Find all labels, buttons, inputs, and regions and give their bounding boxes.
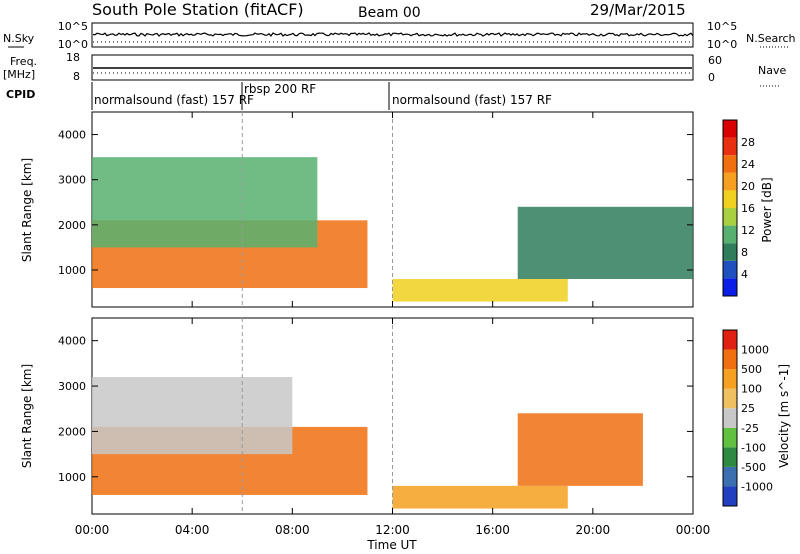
figure-title: South Pole Station (fitACF) — [92, 0, 304, 19]
colorbar-segment — [723, 225, 737, 244]
nave-tick-top: 60 — [708, 54, 722, 67]
nave-tick-bottom: 0 — [708, 71, 715, 84]
colorbar-tick-label: 4 — [741, 268, 748, 281]
nsearch-tick-bottom: 10^0 — [707, 38, 737, 51]
nsky-line — [92, 32, 694, 37]
colorbar-segment — [723, 466, 737, 487]
nsky-trace — [92, 32, 694, 43]
x-tick-label: 00:00 — [75, 523, 110, 537]
nsky-label: N.Sky — [3, 32, 35, 45]
y-tick-label: 2000 — [58, 425, 86, 438]
velocity-heatmap — [92, 318, 643, 514]
cpid-label: CPID — [6, 88, 35, 101]
x-tick-label: 08:00 — [275, 523, 310, 537]
colorbar-tick-label: 12 — [741, 224, 755, 237]
colorbar-segment — [723, 349, 737, 370]
colorbar-segment — [723, 388, 737, 409]
freq-tick-bottom: 8 — [73, 70, 80, 83]
colorbar-tick-label: -25 — [741, 422, 759, 435]
colorbar-segment — [723, 120, 737, 138]
y-tick-label: 3000 — [58, 380, 86, 393]
colorbar-segment — [723, 243, 737, 261]
x-tick-label: 00:00 — [676, 523, 711, 537]
heatmap-feature — [92, 157, 318, 248]
power-y-label: Slant Range [km] — [20, 158, 34, 262]
colorbar-segment — [723, 486, 737, 506]
colorbar-frame — [722, 329, 738, 507]
heatmap-feature — [392, 485, 568, 509]
colorbar-segment — [723, 447, 737, 467]
nave-label: Nave — [758, 64, 786, 77]
y-tick-label: 1000 — [58, 471, 86, 484]
velocity-y-label: Slant Range [km] — [20, 364, 34, 468]
colorbar-tick-label: 25 — [741, 402, 755, 415]
nsearch-label: N.Search — [746, 32, 796, 45]
x-tick-label: 04:00 — [175, 523, 210, 537]
x-axis-ticks: 00:00 04:00 08:00 12:00 16:00 20:00 00:00 — [75, 112, 711, 537]
colorbar-frame — [722, 119, 738, 297]
x-axis-label: Time UT — [366, 538, 417, 552]
colorbar-tick-label: 1000 — [741, 344, 769, 357]
colorbar-segment — [723, 172, 737, 191]
colorbar-tick-label: 100 — [741, 383, 762, 396]
colorbar-segment — [723, 278, 737, 296]
y-tick-label: 3000 — [58, 174, 86, 187]
y-tick-label: 4000 — [58, 335, 86, 348]
colorbar-tick-label: 16 — [741, 202, 755, 215]
colorbar-segment — [723, 155, 737, 173]
nsearch-tick-top: 10^5 — [707, 20, 737, 33]
freq-unit-label: [MHz] — [3, 68, 35, 81]
cpid-segment-1: normalsound (fast) 157 RF — [94, 93, 254, 107]
heatmap-feature — [392, 279, 568, 302]
x-tick-label: 16:00 — [475, 523, 510, 537]
colorbar-tick-label: 28 — [741, 136, 755, 149]
colorbar-segment — [723, 190, 737, 208]
nsky-tick-top: 10^5 — [58, 20, 88, 33]
colorbar-segment — [723, 427, 737, 448]
y-tick-label: 4000 — [58, 129, 86, 142]
heatmap-feature — [517, 413, 643, 486]
freq-tick-top: 18 — [66, 51, 80, 64]
y-tick-label: 1000 — [58, 264, 86, 277]
velocity-panel: 4000 3000 2000 1000 Slant Range [km] — [20, 317, 694, 515]
y-tick-label: 2000 — [58, 219, 86, 232]
power-y-ticks: 4000 3000 2000 1000 — [58, 129, 693, 277]
cpid-segment-2: rbsp 200 RF — [244, 82, 316, 96]
colorbar-segment — [723, 137, 737, 156]
power-panel: 4000 3000 2000 1000 Slant Range [km] — [20, 111, 694, 308]
x-tick-label: 12:00 — [375, 523, 410, 537]
colorbar-segment — [723, 369, 737, 389]
colorbar-tick-label: -1000 — [741, 480, 773, 493]
colorbar-tick-label: -100 — [741, 441, 766, 454]
power-colorbar-label: Power [dB] — [760, 177, 774, 242]
colorbar-tick-label: 24 — [741, 158, 755, 171]
nsky-tick-bottom: 10^0 — [58, 38, 88, 51]
colorbar-segment — [723, 330, 737, 350]
colorbar-segment — [723, 208, 737, 226]
velocity-colorbar: 1000 500 100 25 -25 -100 -500 -1000 — [722, 329, 773, 507]
cpid-segment-3: normalsound (fast) 157 RF — [392, 93, 552, 107]
freq-label: Freq. — [10, 55, 37, 68]
colorbar-segment — [723, 408, 737, 428]
power-heatmap — [92, 112, 693, 307]
beam-label: Beam 00 — [358, 5, 421, 21]
velocity-y-ticks: 4000 3000 2000 1000 — [58, 335, 693, 484]
x-tick-label: 20:00 — [576, 523, 611, 537]
colorbar-tick-label: 20 — [741, 180, 755, 193]
colorbar-tick-label: 500 — [741, 363, 762, 376]
date-label: 29/Mar/2015 — [590, 1, 686, 19]
heatmap-feature — [92, 376, 293, 455]
colorbar-tick-label: 8 — [741, 246, 748, 259]
heatmap-feature — [517, 206, 693, 280]
power-colorbar: 28 24 20 16 12 8 4 — [722, 119, 755, 297]
colorbar-segment — [723, 260, 737, 279]
colorbar-tick-label: -500 — [741, 461, 766, 474]
velocity-colorbar-label: Velocity [m s^-1] — [777, 364, 791, 468]
